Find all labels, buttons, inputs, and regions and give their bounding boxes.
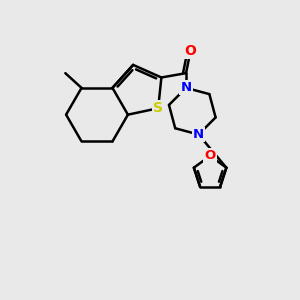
Text: N: N — [181, 81, 192, 94]
Text: N: N — [193, 128, 204, 141]
Text: O: O — [184, 44, 196, 58]
Text: S: S — [153, 101, 163, 115]
Text: O: O — [205, 149, 216, 162]
